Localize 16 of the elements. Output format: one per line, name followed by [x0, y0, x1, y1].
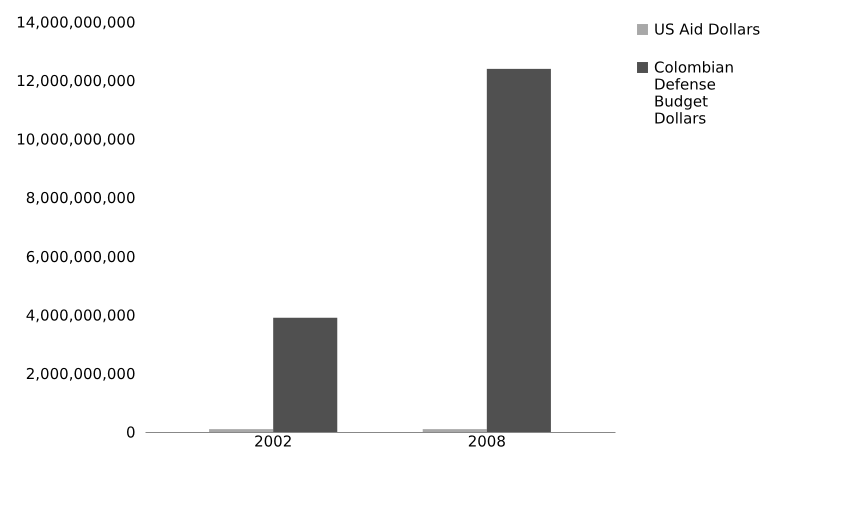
y-tick-label: 8,000,000,000 — [26, 189, 136, 208]
y-tick-label: 2,000,000,000 — [26, 364, 136, 383]
bar — [273, 318, 338, 432]
x-tick-label: 2002 — [254, 432, 292, 450]
y-tick-label: 10,000,000,000 — [16, 130, 136, 149]
bar — [422, 429, 487, 432]
bar — [486, 68, 551, 432]
legend-label: Colombian Defense Budget Dollars — [654, 58, 734, 128]
bar — [209, 429, 274, 432]
y-tick-label: 0 — [126, 424, 136, 442]
y-tick-label: 4,000,000,000 — [26, 306, 136, 324]
y-tick-label: 6,000,000,000 — [26, 248, 136, 266]
x-tick-label: 2008 — [468, 432, 506, 450]
y-tick-label: 12,000,000,000 — [16, 72, 136, 90]
y-tick-label: 14,000,000,000 — [16, 14, 136, 32]
legend-label: US Aid Dollars — [654, 20, 760, 38]
